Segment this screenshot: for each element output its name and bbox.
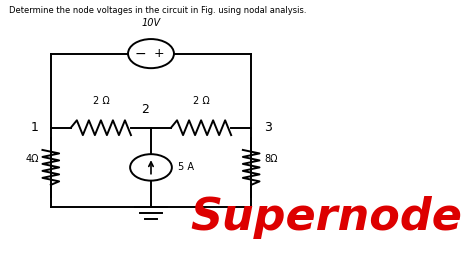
Text: 1: 1 [30,121,38,134]
Text: Determine the node voltages in the circuit in Fig. using nodal analysis.: Determine the node voltages in the circu… [9,6,307,15]
Text: Supernode: Supernode [191,196,462,239]
Text: 5 A: 5 A [178,163,194,172]
Text: 10V: 10V [141,18,161,28]
Text: 3: 3 [264,121,272,134]
Text: 2 Ω: 2 Ω [193,96,210,106]
Text: +: + [154,47,164,60]
Text: 2 Ω: 2 Ω [92,96,109,106]
Text: 2: 2 [141,103,149,116]
Text: −: − [135,47,146,61]
Text: 8Ω: 8Ω [264,155,278,164]
Text: 4Ω: 4Ω [25,155,39,164]
